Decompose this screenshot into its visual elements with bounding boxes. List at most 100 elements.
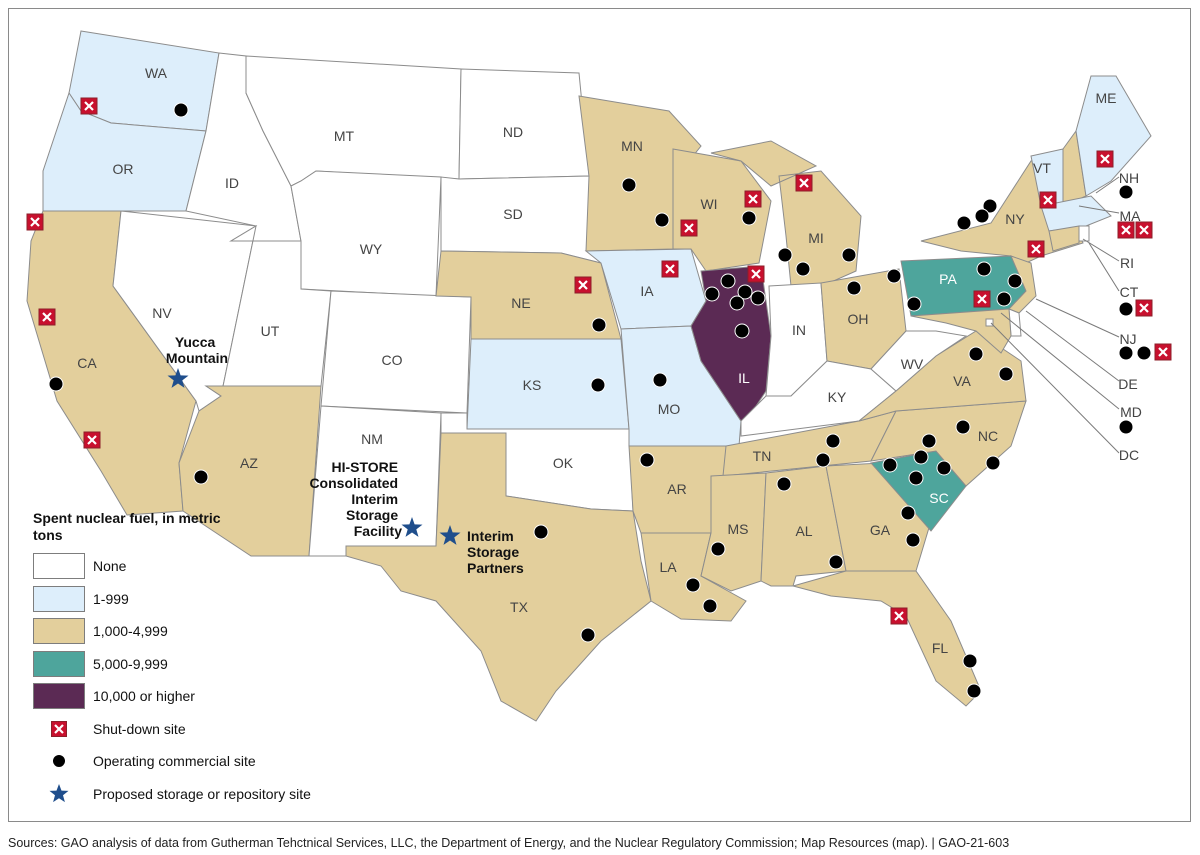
state-label-dc: DC — [1119, 447, 1139, 463]
state-label-wy: WY — [360, 241, 383, 257]
state-label-ne: NE — [511, 295, 530, 311]
state-label-wv: WV — [901, 356, 924, 372]
operating-site-icon — [828, 554, 844, 570]
operating-site-icon — [48, 376, 64, 392]
operating-site-icon — [591, 317, 607, 333]
shut-down-site-icon — [1096, 150, 1114, 168]
shut-down-site-icon — [1027, 240, 1045, 258]
operating-site-icon — [968, 346, 984, 362]
legend-label-5000-9999: 5,000-9,999 — [93, 655, 168, 672]
operating-site-icon — [846, 280, 862, 296]
state-label-mt: MT — [334, 128, 355, 144]
operating-site-icon — [966, 683, 982, 699]
operating-site-icon — [33, 748, 85, 774]
state-label-ny: NY — [1005, 211, 1025, 227]
callout-line-nj — [1035, 298, 1120, 338]
callout-line-dc — [990, 322, 1120, 454]
source-note: Sources: GAO analysis of data from Guthe… — [8, 836, 1010, 850]
state-label-in: IN — [792, 322, 806, 338]
callout-line-ct — [1088, 242, 1120, 292]
operating-site-icon — [193, 469, 209, 485]
site-name-line: Interim — [351, 491, 398, 507]
operating-site-icon — [776, 476, 792, 492]
state-label-id: ID — [225, 175, 239, 191]
proposed-site-star-icon — [167, 368, 189, 388]
legend-row-1-999: 1-999 — [33, 583, 363, 616]
operating-site-icon — [906, 296, 922, 312]
shut-down-site-icon — [744, 190, 762, 208]
proposed-site-star-icon — [439, 525, 461, 545]
shut-down-site-icon — [1135, 221, 1153, 239]
state-label-nv: NV — [152, 305, 172, 321]
state-label-ma: MA — [1120, 208, 1142, 224]
site-name-line: Yucca — [175, 334, 216, 350]
state-label-vt: VT — [1033, 160, 1051, 176]
legend-label-1-999: 1-999 — [93, 590, 129, 607]
state-label-or: OR — [113, 161, 134, 177]
state-label-ks: KS — [523, 377, 542, 393]
state-label-ri: RI — [1120, 255, 1134, 271]
site-name-hi-store: HI-STORE Consolidated Interim Storage Fa… — [309, 459, 402, 539]
state-label-me: ME — [1096, 90, 1117, 106]
operating-site-icon — [921, 433, 937, 449]
state-label-ut: UT — [261, 323, 280, 339]
operating-site-icon — [996, 291, 1012, 307]
site-name-line: Consolidated — [309, 475, 398, 491]
callout-line-nh — [1095, 176, 1120, 194]
operating-site-icon — [737, 284, 753, 300]
state-label-il: IL — [738, 370, 750, 386]
legend-label-shut-down: Shut-down site — [93, 720, 186, 737]
operating-site-icon — [825, 433, 841, 449]
operating-site-icon — [985, 455, 1001, 471]
proposed-site-star-icon — [33, 781, 85, 807]
site-name-yucca-mountain: Yucca Mountain — [166, 334, 228, 366]
legend-row-operating: Operating commercial site — [33, 745, 363, 778]
state-label-ky: KY — [828, 389, 847, 405]
shut-down-site-icon — [680, 219, 698, 237]
operating-site-icon — [1007, 273, 1023, 289]
operating-site-icon — [741, 210, 757, 226]
operating-site-icon — [795, 261, 811, 277]
state-ct — [1048, 225, 1080, 252]
state-label-nc: NC — [978, 428, 998, 444]
operating-site-icon — [976, 261, 992, 277]
state-fl — [791, 570, 982, 707]
site-name-line: Mountain — [166, 350, 228, 366]
site-name-line: Partners — [467, 560, 524, 576]
callout-line-de — [1025, 310, 1120, 382]
state-label-tx: TX — [510, 599, 529, 615]
operating-site-icon — [886, 268, 902, 284]
operating-site-icon — [882, 457, 898, 473]
shut-down-site-icon — [795, 174, 813, 192]
operating-site-icon — [905, 532, 921, 548]
operating-site-icon — [580, 627, 596, 643]
operating-site-icon — [621, 177, 637, 193]
callout-line-ma — [1078, 205, 1120, 214]
operating-site-icon — [533, 524, 549, 540]
operating-site-icon — [974, 208, 990, 224]
operating-site-icon — [173, 102, 189, 118]
state-label-tn: TN — [753, 448, 772, 464]
legend-swatch-5000-9999 — [33, 650, 85, 677]
operating-site-icon — [685, 577, 701, 593]
shut-down-site-icon — [574, 276, 592, 294]
site-name-line: Interim — [467, 528, 514, 544]
operating-site-icon — [639, 452, 655, 468]
legend-row-5000-9999: 5,000-9,999 — [33, 648, 363, 681]
legend-row-1000-4999: 1,000-4,999 — [33, 615, 363, 648]
legend-row-none: None — [33, 550, 363, 583]
operating-site-icon — [1118, 301, 1134, 317]
operating-site-icon — [704, 286, 720, 302]
state-label-mi: MI — [808, 230, 824, 246]
state-label-nd: ND — [503, 124, 523, 140]
operating-site-icon — [729, 295, 745, 311]
state-label-wi: WI — [700, 196, 717, 212]
state-label-nj: NJ — [1119, 331, 1136, 347]
site-name-line: Storage — [467, 544, 519, 560]
operating-site-icon — [1118, 419, 1134, 435]
state-ri — [1078, 225, 1090, 242]
operating-site-icon — [900, 505, 916, 521]
state-wv — [870, 330, 968, 392]
callout-line-md — [1000, 312, 1120, 410]
legend-swatch-10000-plus — [33, 683, 85, 710]
